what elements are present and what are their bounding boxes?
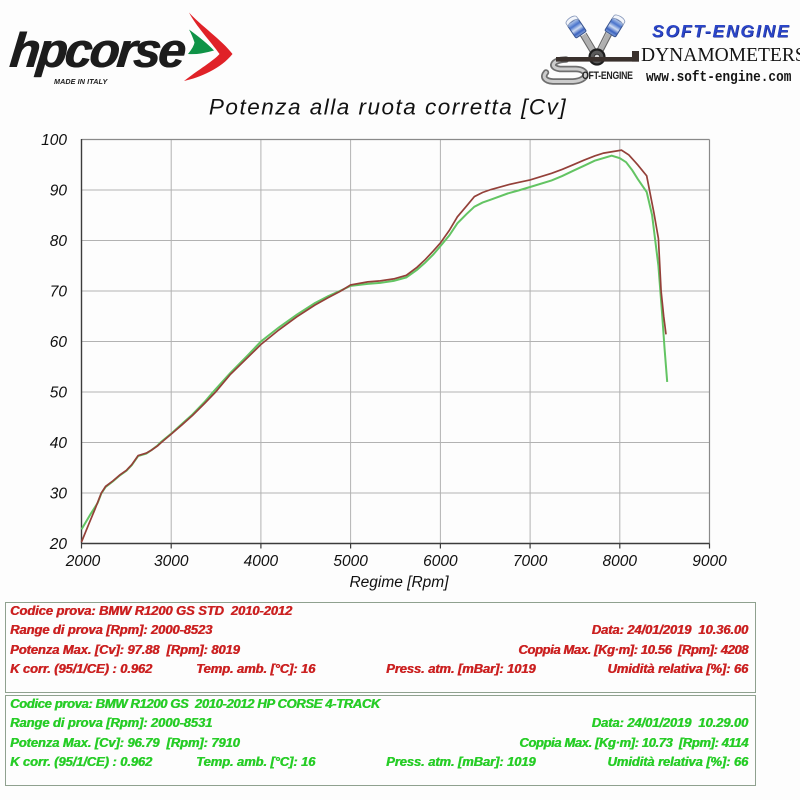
svg-text:7000: 7000 (513, 553, 548, 570)
svg-text:9000: 9000 (692, 553, 727, 570)
svg-text:3000: 3000 (154, 553, 189, 570)
svg-text:20: 20 (49, 536, 68, 553)
svg-text:8000: 8000 (603, 553, 638, 570)
svg-text:80: 80 (50, 233, 68, 250)
svg-text:50: 50 (50, 385, 68, 402)
svg-text:Potenza alla ruota corretta [C: Potenza alla ruota corretta [Cv] (209, 95, 567, 120)
svg-text:Regime [Rpm]: Regime [Rpm] (349, 574, 449, 591)
svg-text:90: 90 (50, 183, 68, 200)
svg-text:30: 30 (50, 486, 68, 503)
svg-text:2000: 2000 (65, 553, 101, 570)
svg-text:70: 70 (50, 284, 68, 301)
svg-text:100: 100 (41, 132, 67, 149)
svg-text:60: 60 (50, 334, 68, 351)
svg-text:5000: 5000 (333, 553, 368, 570)
svg-text:40: 40 (50, 435, 68, 452)
svg-text:4000: 4000 (244, 553, 279, 570)
svg-text:6000: 6000 (423, 553, 458, 570)
